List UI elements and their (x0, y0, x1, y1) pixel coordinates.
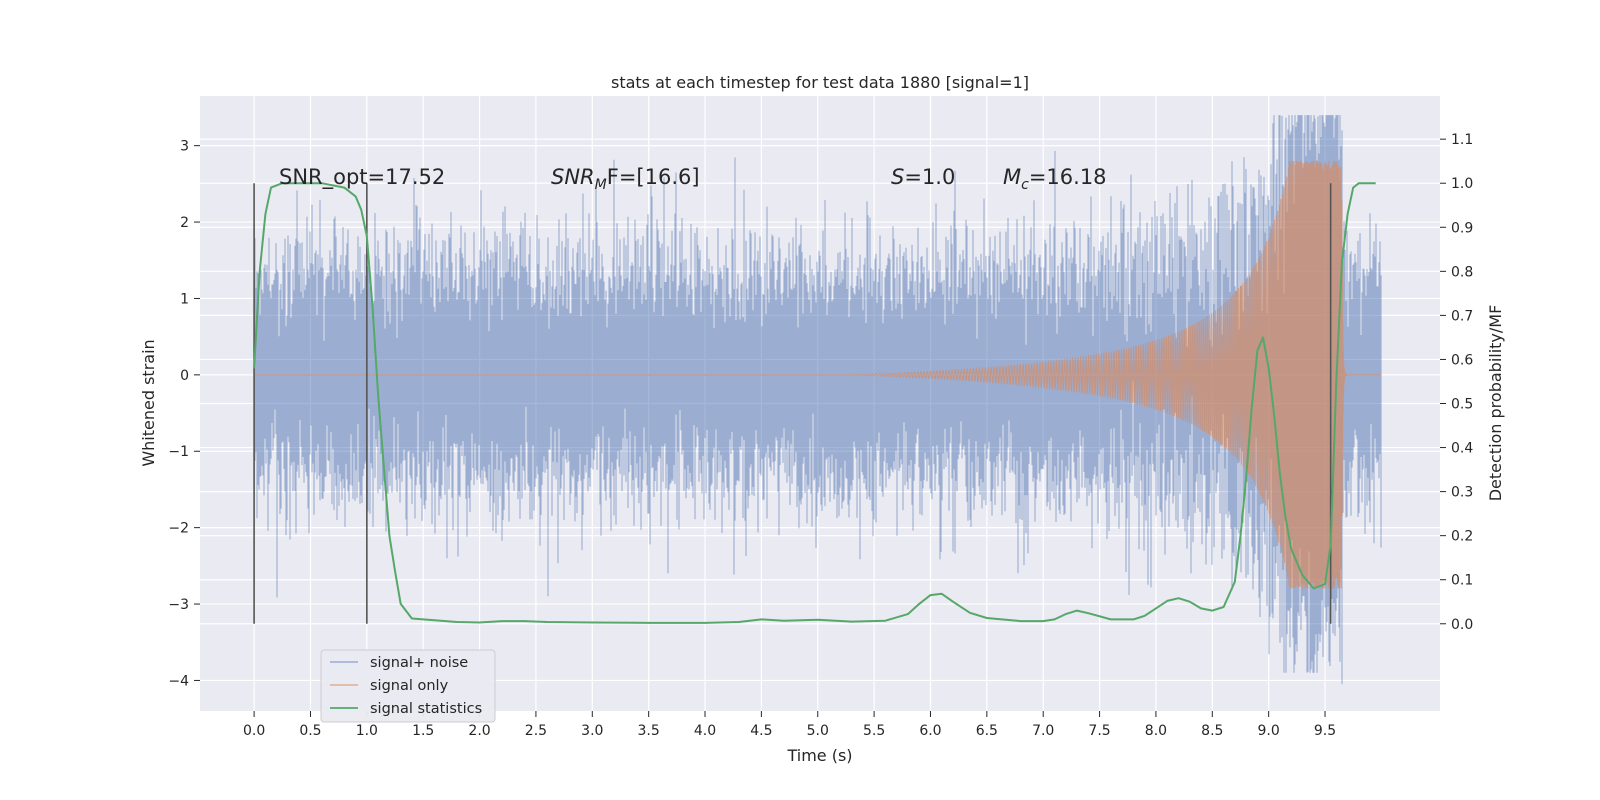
annotation-snr-mf: SNRMF=[16.6] (551, 165, 700, 193)
statistics-line (253, 182, 1376, 624)
y-tick-label-4: −1 (168, 444, 189, 460)
y-tick-label-2: 1 (180, 291, 189, 307)
y-tick-label-0: 3 (180, 139, 189, 155)
x-tick-label-9: 4.5 (750, 723, 772, 739)
x-tick-label-3: 1.5 (412, 723, 434, 739)
x-tick-label-1: 0.5 (299, 723, 321, 739)
annotation-s-rest: =1.0 (904, 165, 955, 189)
x-tick-label-8: 4.0 (694, 723, 716, 739)
chart-title: stats at each timestep for test data 188… (611, 73, 1029, 92)
x-tick-label-14: 7.0 (1032, 723, 1054, 739)
y-tick-label-1: 2 (180, 215, 189, 231)
y2-tick-label-11: 0.0 (1451, 617, 1473, 633)
annotation-mc-rest: =16.18 (1029, 165, 1107, 189)
x-tick-label-12: 6.0 (919, 723, 941, 739)
y2-tick-label-3: 0.8 (1451, 264, 1473, 280)
x-tick-label-10: 5.0 (807, 723, 829, 739)
series-signal-statistics (253, 182, 1376, 624)
y2-tick-label-1: 1.0 (1451, 176, 1473, 192)
y2-tick-label-7: 0.4 (1451, 441, 1473, 457)
y2-axis-label: Detection probability/MF (1486, 305, 1505, 502)
annotation-snr-mf-base: SNR (551, 165, 595, 189)
y-axis-label: Whitened strain (139, 339, 158, 466)
x-tick-label-15: 7.5 (1088, 723, 1110, 739)
x-tick-label-17: 8.5 (1201, 723, 1223, 739)
x-tick-label-13: 6.5 (976, 723, 998, 739)
x-axis-ticks: 0.0 0.5 1.0 1.5 2.0 2.5 3.0 3.5 4.0 4.5 5.0 5.5 6.0 6… (243, 711, 1336, 739)
legend-label-signal-only: signal only (370, 678, 449, 694)
y-tick-label-3: 0 (180, 368, 189, 384)
x-tick-label-5: 2.5 (525, 723, 547, 739)
annotation-mc-base: M (1003, 165, 1021, 189)
x-tick-label-6: 3.0 (581, 723, 603, 739)
y2-tick-label-4: 0.7 (1451, 308, 1473, 324)
annotation-mc: Mc=16.18 (1003, 165, 1107, 193)
x-axis-label: Time (s) (786, 746, 852, 765)
annotation-s-base: S (891, 165, 904, 189)
x-tick-label-19: 9.5 (1314, 723, 1336, 739)
y2-tick-label-0: 1.1 (1451, 132, 1473, 148)
x-tick-label-2: 1.0 (356, 723, 378, 739)
y-tick-label-6: −3 (168, 597, 189, 613)
x-tick-label-18: 9.0 (1258, 723, 1280, 739)
y2-tick-label-10: 0.1 (1451, 573, 1473, 589)
y2-axis-ticks: 1.1 1.0 0.9 0.8 0.7 0.6 0.5 0.4 0.3 0.2 0.1 0.0 (1440, 132, 1473, 633)
y2-tick-label-8: 0.3 (1451, 485, 1473, 501)
y-tick-label-5: −2 (168, 521, 189, 537)
x-tick-label-0: 0.0 (243, 723, 265, 739)
legend: signal+ noise signal only signal statist… (320, 649, 496, 723)
annotation-mc-sub: c (1021, 177, 1029, 193)
x-tick-label-7: 3.5 (638, 723, 660, 739)
legend-label-signal-statistics: signal statistics (370, 701, 482, 717)
y-axis-ticks: 3 2 1 0 −1 −2 −3 −4 (168, 139, 200, 689)
x-tick-label-16: 8.0 (1145, 723, 1167, 739)
y2-tick-label-2: 0.9 (1451, 220, 1473, 236)
annotation-snr-opt: SNR_opt=17.52 (279, 165, 445, 190)
annotation-snr-mf-sub: M (595, 177, 607, 193)
plot-area (253, 115, 1382, 685)
legend-label-signal-plus-noise: signal+ noise (370, 655, 468, 671)
legend-box (320, 649, 496, 723)
annotation-s: S=1.0 (891, 165, 955, 189)
y2-tick-label-6: 0.5 (1451, 397, 1473, 413)
x-tick-label-4: 2.0 (468, 723, 490, 739)
y2-tick-label-5: 0.6 (1451, 352, 1473, 368)
x-tick-label-11: 5.5 (863, 723, 885, 739)
y2-tick-label-9: 0.2 (1451, 529, 1473, 545)
annotation-snr-mf-rest: F=[16.6] (607, 165, 700, 189)
y-tick-label-7: −4 (168, 673, 189, 689)
